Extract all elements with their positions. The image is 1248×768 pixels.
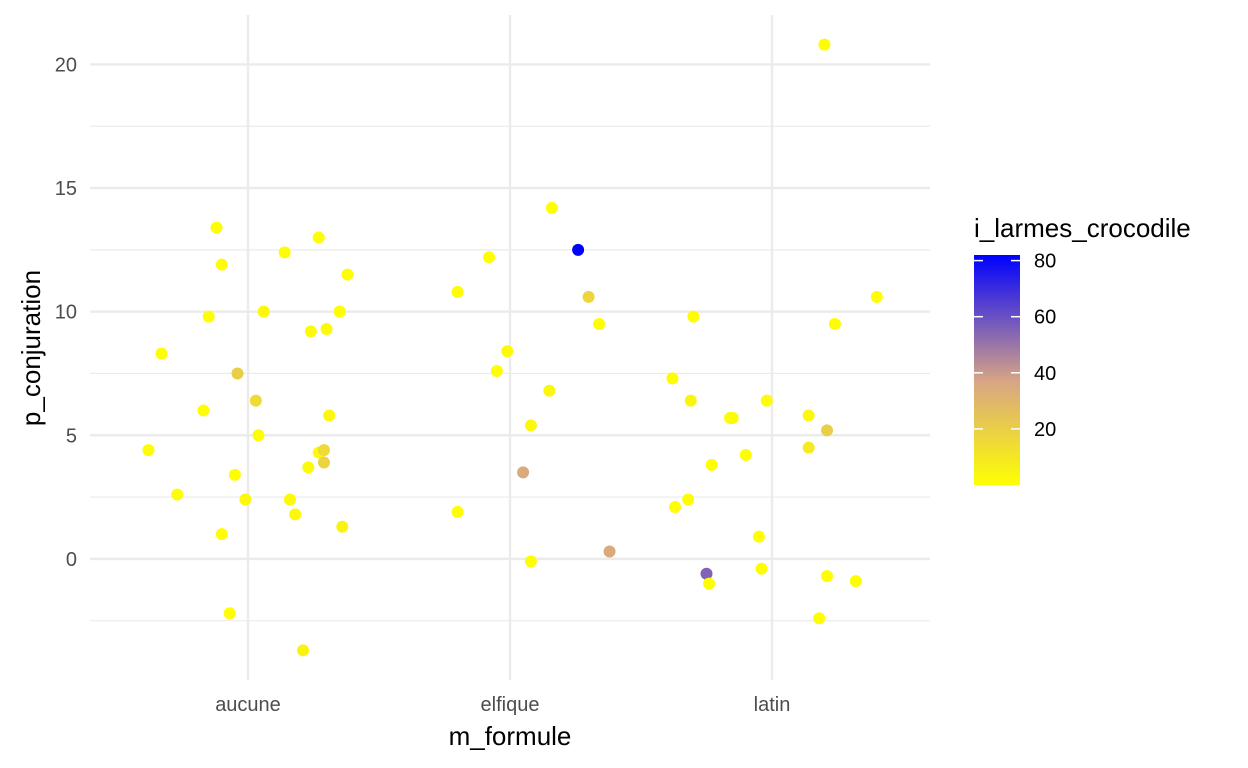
data-point (818, 38, 831, 51)
data-point (249, 394, 262, 407)
data-point (215, 258, 228, 271)
data-point (210, 221, 223, 234)
y-tick-label: 5 (66, 425, 77, 447)
data-point (684, 394, 697, 407)
data-point (739, 449, 752, 462)
color-legend: i_larmes_crocodile 20 40 60 80 (974, 213, 1191, 485)
data-point (317, 444, 330, 457)
data-point (202, 310, 215, 323)
data-point (304, 325, 317, 338)
data-point (666, 372, 679, 385)
legend-tick-label: 20 (1034, 419, 1056, 441)
legend-tick-label: 60 (1034, 307, 1056, 329)
data-point (501, 345, 514, 358)
data-point (228, 468, 241, 481)
data-point (726, 411, 739, 424)
data-point (215, 528, 228, 541)
data-point (802, 441, 815, 454)
legend-tick-label: 40 (1034, 363, 1056, 385)
data-point (828, 318, 841, 331)
data-point (524, 555, 537, 568)
data-point (257, 305, 270, 318)
data-point (755, 562, 768, 575)
data-points (142, 38, 883, 657)
data-point (813, 612, 826, 625)
legend-ticks: 20 40 60 80 (974, 251, 1056, 441)
data-point (312, 231, 325, 244)
data-point (289, 508, 302, 521)
x-tick-label: latin (754, 694, 791, 716)
data-point (752, 530, 765, 543)
data-point (687, 310, 700, 323)
x-axis-ticks: aucune elfique latin (215, 694, 790, 716)
data-point (231, 367, 244, 380)
data-point (171, 488, 184, 501)
data-point (849, 575, 862, 588)
data-point (297, 644, 310, 657)
data-point (603, 545, 616, 558)
data-point (821, 424, 834, 437)
data-point (483, 251, 496, 264)
y-tick-label: 20 (55, 54, 77, 76)
data-point (703, 577, 716, 590)
legend-title: i_larmes_crocodile (974, 213, 1191, 243)
y-axis-ticks: 0 5 10 15 20 (55, 54, 77, 570)
data-point (223, 607, 236, 620)
grid (90, 15, 930, 680)
data-point (320, 322, 333, 335)
data-point (278, 246, 291, 259)
data-point (341, 268, 354, 281)
y-axis-title: p_conjuration (16, 270, 46, 426)
data-point (682, 493, 695, 506)
data-point (239, 493, 252, 506)
data-point (317, 456, 330, 469)
x-axis-title: m_formule (449, 721, 572, 751)
data-point (197, 404, 210, 417)
data-point (760, 394, 773, 407)
data-point (451, 505, 464, 518)
data-point (802, 409, 815, 422)
legend-colorbar (974, 255, 1020, 485)
x-tick-label: elfique (481, 694, 540, 716)
data-point (451, 285, 464, 298)
data-point (283, 493, 296, 506)
data-point (545, 201, 558, 214)
legend-tick-label: 80 (1034, 251, 1056, 273)
y-tick-label: 10 (55, 302, 77, 324)
data-point (323, 409, 336, 422)
data-point (572, 243, 585, 256)
data-point (700, 567, 713, 580)
data-point (582, 290, 595, 303)
data-point (333, 305, 346, 318)
data-point (252, 429, 265, 442)
y-tick-label: 0 (66, 549, 77, 571)
data-point (870, 290, 883, 303)
x-tick-label: aucune (215, 694, 281, 716)
data-point (705, 458, 718, 471)
data-point (302, 461, 315, 474)
data-point (669, 500, 682, 513)
y-tick-label: 15 (55, 178, 77, 200)
data-point (490, 364, 503, 377)
data-point (517, 466, 530, 479)
data-point (821, 570, 834, 583)
data-point (142, 444, 155, 457)
data-point (155, 347, 168, 360)
data-point (543, 384, 556, 397)
data-point (593, 318, 606, 331)
data-point (524, 419, 537, 432)
data-point (336, 520, 349, 533)
